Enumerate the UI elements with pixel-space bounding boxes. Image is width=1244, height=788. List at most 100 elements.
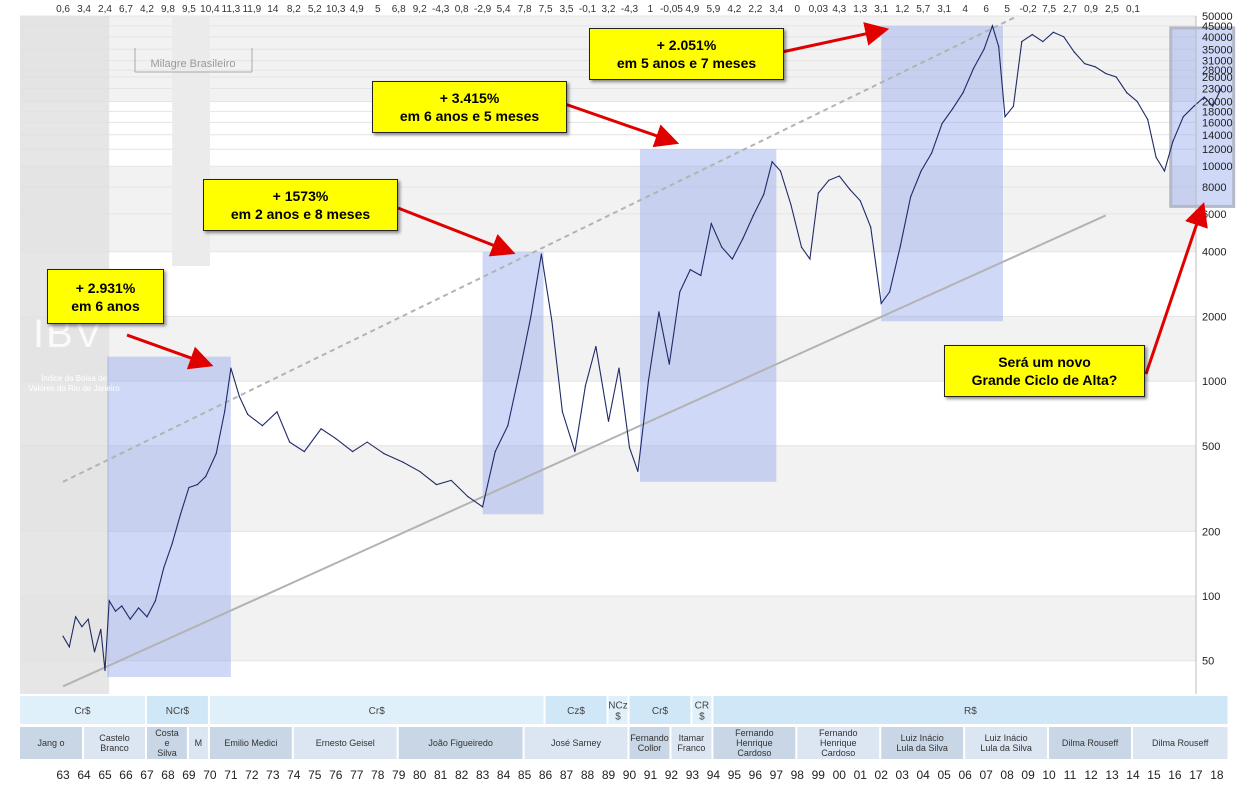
data-point	[247, 413, 249, 416]
gdp-growth-label: 7,8	[518, 4, 532, 15]
gdp-growth-label: 2,7	[1063, 4, 1077, 15]
x-tick-label: 13	[1105, 768, 1119, 782]
x-tick-label: 17	[1189, 768, 1203, 782]
data-point	[507, 425, 509, 427]
gdp-growth-label: 0,8	[455, 4, 469, 15]
callout-cycle-3: + 3.415% em 6 anos e 5 meses	[372, 81, 567, 133]
currency-band	[545, 696, 607, 724]
president-band	[1049, 727, 1131, 759]
x-tick-label: 63	[56, 768, 70, 782]
data-point	[1105, 72, 1107, 75]
data-point	[146, 616, 148, 618]
president-band	[713, 727, 796, 759]
x-tick-label: 65	[98, 768, 112, 782]
x-tick-label: 72	[245, 768, 259, 782]
gdp-growth-label: 5	[1004, 4, 1010, 15]
currency-label: Cr$	[74, 706, 91, 717]
data-point	[689, 269, 691, 271]
x-tick-label: 07	[979, 768, 993, 782]
data-point	[710, 223, 712, 225]
president-band	[965, 727, 1048, 759]
watermark-subtitle: Índice da Bolsa de Valores do Rio de Jan…	[28, 374, 120, 393]
annotation-arrow	[564, 102, 680, 148]
x-tick-label: 04	[917, 768, 931, 782]
president-band	[881, 727, 964, 759]
data-point	[1063, 36, 1065, 38]
data-point	[828, 179, 830, 181]
data-point	[1126, 92, 1128, 94]
data-point	[179, 513, 182, 515]
gdp-growth-label: -4,3	[621, 4, 639, 15]
y-tick-label: 35000	[1202, 44, 1233, 56]
data-point	[607, 420, 610, 422]
currency-label: R$	[964, 706, 977, 717]
y-tick-label: 12000	[1202, 144, 1233, 156]
data-point	[889, 291, 891, 293]
gdp-growth-label: 3,2	[602, 4, 616, 15]
currency-band	[20, 696, 145, 724]
x-tick-label: 93	[686, 768, 700, 782]
x-tick-label: 81	[434, 768, 448, 782]
callout-line: em 6 anos e 5 meses	[399, 108, 540, 124]
data-point	[530, 315, 532, 318]
x-tick-label: 06	[958, 768, 972, 782]
callout-cycle-2: + 1573% em 2 anos e 8 meses	[203, 179, 398, 231]
gdp-growth-label: 3,1	[874, 4, 888, 15]
data-point	[1147, 118, 1149, 121]
data-point	[1031, 33, 1033, 36]
y-tick-label: 6000	[1202, 209, 1226, 221]
data-point	[230, 367, 232, 369]
y-tick-label: 8000	[1202, 182, 1226, 194]
data-point	[880, 302, 882, 304]
data-point	[1073, 51, 1075, 53]
data-point	[196, 483, 198, 486]
highlight-box	[1170, 27, 1234, 207]
x-tick-label: 09	[1021, 768, 1035, 782]
pre-period-shade	[20, 16, 110, 694]
president-label: Dilma Rouseff	[1152, 738, 1209, 748]
data-point	[800, 246, 803, 248]
data-point	[289, 441, 291, 443]
data-point	[62, 635, 64, 637]
data-point	[1182, 116, 1184, 118]
data-point	[114, 610, 117, 612]
data-point	[1052, 31, 1054, 33]
callout-line: + 1573%	[272, 188, 329, 204]
gdp-growth-label: 8,2	[287, 4, 301, 15]
president-label: Silva	[157, 748, 177, 758]
annotation-arrow	[781, 22, 890, 54]
callout-line: Grande Ciclo de Alta?	[971, 372, 1118, 388]
series-layer	[62, 24, 1222, 672]
president-label: João Figueiredo	[428, 738, 493, 748]
data-point	[121, 605, 123, 607]
gdp-growth-label: 11,3	[222, 4, 241, 15]
data-point	[742, 238, 744, 240]
x-tick-label: 85	[518, 768, 532, 782]
data-point	[972, 67, 975, 70]
x-tick-label: 77	[350, 768, 364, 782]
data-point	[870, 226, 872, 228]
x-tick-label: 74	[287, 768, 301, 782]
x-tick-label: 03	[896, 768, 910, 782]
data-point	[163, 567, 165, 569]
y-tick-label: 16000	[1202, 117, 1233, 129]
currency-band	[146, 696, 208, 724]
callout-line: + 3.415%	[439, 90, 500, 106]
data-point	[910, 196, 912, 198]
president-label: Castelo	[99, 733, 130, 743]
data-point	[658, 311, 660, 313]
gdp-growth-label: 0	[795, 4, 801, 15]
x-tick-label: 97	[770, 768, 784, 782]
gdp-growth-label: 6,7	[119, 4, 133, 15]
president-label: Luiz Inácio	[985, 733, 1028, 743]
x-tick-label: 91	[644, 768, 658, 782]
gdp-growth-label: -0,2	[1019, 4, 1037, 15]
x-tick-label: 95	[728, 768, 742, 782]
president-label: Henrique	[820, 738, 857, 748]
data-point	[320, 428, 322, 430]
y-tick-label: 40000	[1202, 32, 1233, 44]
data-point	[205, 475, 207, 478]
president-band	[209, 727, 292, 759]
